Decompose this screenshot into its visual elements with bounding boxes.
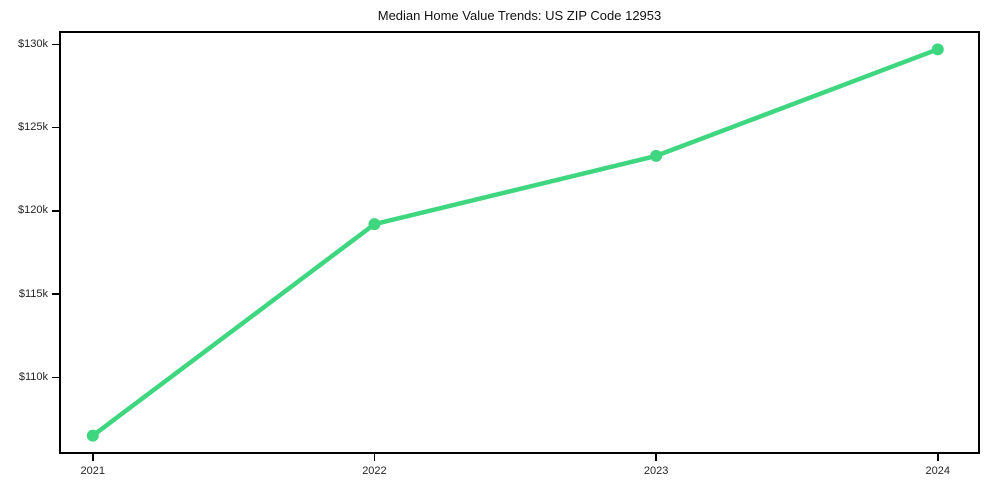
data-point-marker <box>650 149 663 162</box>
data-point-marker <box>931 43 944 56</box>
trend-line <box>90 47 941 438</box>
x-axis-tick-label: 2023 <box>643 465 669 477</box>
x-axis-tick-label: 2022 <box>362 465 387 477</box>
y-axis-tick-label: $130k <box>18 37 48 50</box>
x-axis-tick-mark <box>655 454 657 461</box>
x-axis-tick-label: 2021 <box>80 465 106 477</box>
y-axis-tick-mark <box>52 126 59 129</box>
y-axis-tick-label: $120k <box>18 204 48 217</box>
line-series-canvas <box>86 43 944 442</box>
y-axis-tick-mark <box>52 376 59 379</box>
x-axis-tick-mark <box>936 454 939 461</box>
x-axis-tick-label: 2024 <box>925 465 950 477</box>
y-axis-tick-mark <box>52 43 59 46</box>
x-axis-tick-mark <box>91 454 94 461</box>
y-axis-tick-mark <box>52 293 59 295</box>
plot-area <box>59 31 980 454</box>
chart-title: Median Home Value Trends: US ZIP Code 12… <box>377 8 662 23</box>
data-point-marker <box>86 429 99 442</box>
y-axis-tick-label: $125k <box>18 121 48 134</box>
data-point-marker <box>368 218 381 231</box>
x-axis-tick-mark <box>373 454 376 461</box>
y-axis-tick-label: $110k <box>18 370 48 383</box>
y-axis-tick-mark <box>52 210 59 212</box>
y-axis-tick-label: $115k <box>18 287 48 300</box>
